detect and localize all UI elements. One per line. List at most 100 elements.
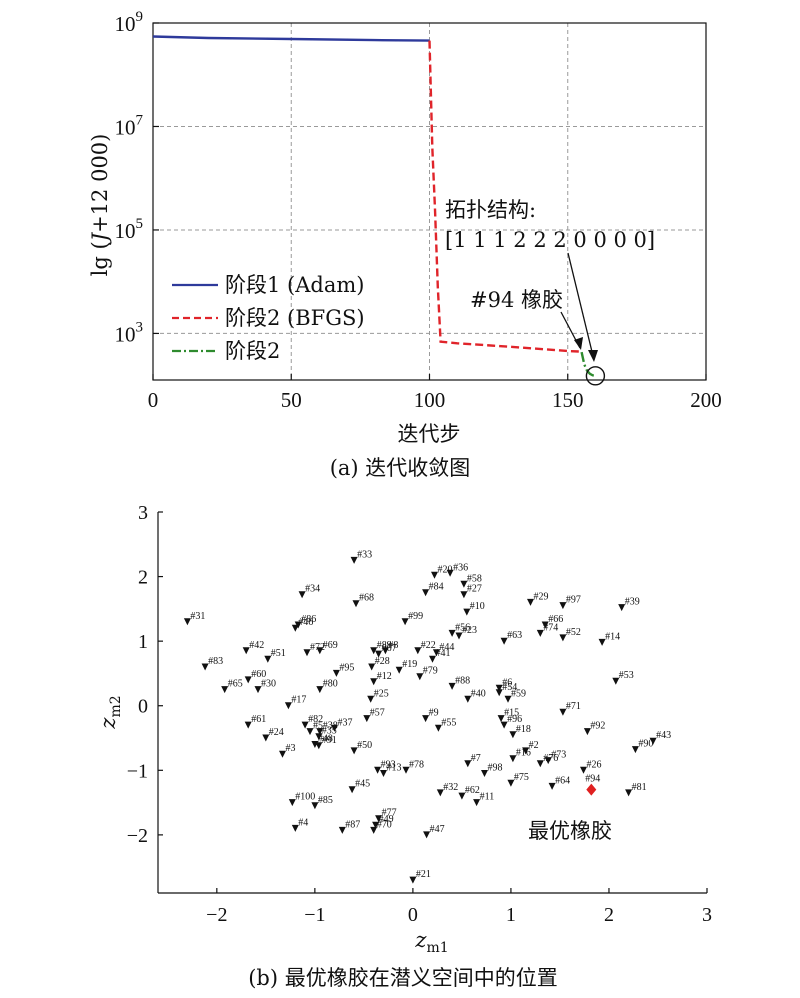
scatter-marker [446, 569, 454, 577]
caption-a: (a) 迭代收敛图 [330, 456, 471, 480]
point-label: #88 [455, 675, 470, 686]
y-tick-label: 103 [115, 319, 144, 346]
legend: 阶段1 (Adam) 阶段2 (BFGS) 阶段2 [172, 273, 365, 363]
point-label: #46 [298, 617, 313, 628]
point-label: #10 [470, 601, 485, 612]
x-tick-label: 200 [690, 388, 722, 412]
scatter-marker [370, 647, 378, 655]
scatter-marker [559, 634, 567, 642]
optimal-point-label: #94 [585, 774, 600, 785]
rubber-label: #94 橡胶 [470, 288, 563, 312]
point-label: #61 [251, 714, 266, 725]
y-tick-label: 3 [138, 502, 148, 524]
point-label: #50 [357, 740, 372, 751]
point-label: #22 [421, 640, 436, 651]
scatter-marker [298, 591, 306, 599]
point-label: #97 [566, 595, 581, 606]
point-label: #3 [286, 743, 296, 754]
point-label: #20 [438, 564, 453, 575]
point-label: #80 [323, 679, 338, 690]
point-label: #69 [323, 640, 338, 651]
scatter-marker [422, 715, 430, 723]
scatter-marker [291, 824, 299, 832]
scatter-marker [500, 721, 508, 729]
x-tick-label: 50 [281, 388, 302, 412]
point-label: #54 [502, 682, 517, 693]
scatter-marker [464, 760, 472, 768]
scatter-marker [372, 821, 380, 829]
x-tick-label: 0 [408, 904, 418, 926]
y-tick-label: −1 [127, 760, 148, 782]
scatter-marker [559, 708, 567, 716]
scatter-marker [315, 733, 323, 741]
scatter-marker [460, 580, 468, 588]
x-tick-label: 0 [148, 388, 159, 412]
point-label: #95 [339, 662, 354, 673]
point-label: #63 [507, 630, 522, 641]
optimal-point-group: #94 [585, 774, 600, 796]
scatter-marker [458, 792, 466, 800]
scatter-marker [544, 757, 552, 765]
scatter-marker [448, 629, 456, 637]
x-axis-ticks: −2 −1 0 1 2 3 [206, 888, 712, 926]
scatter-marker [473, 799, 481, 807]
point-label: #39 [625, 597, 640, 608]
point-label: #73 [551, 750, 566, 761]
point-label: #23 [462, 625, 477, 636]
point-label: #100 [295, 792, 315, 803]
rubber-arrowhead [574, 337, 583, 350]
point-label: #5 [313, 721, 323, 732]
point-label: #93 [381, 759, 396, 770]
scatter-marker [416, 673, 424, 681]
scatter-marker [436, 789, 444, 797]
point-label: #27 [467, 584, 482, 595]
scatter-marker [315, 742, 323, 750]
scatter-marker [414, 647, 422, 655]
scatter-marker [370, 678, 378, 686]
scatter-marker [201, 663, 209, 671]
x-tick-label: 2 [604, 904, 614, 926]
point-label: #31 [190, 611, 205, 622]
scatter-marker [284, 702, 292, 710]
series-line-2 [428, 40, 579, 353]
point-label: #45 [355, 779, 370, 790]
scatter-marker [311, 802, 319, 810]
point-label: #81 [632, 782, 647, 793]
scatter-marker [527, 598, 534, 606]
scatter-marker [242, 647, 250, 655]
scatter-marker [264, 655, 272, 663]
point-label: #77 [382, 808, 397, 819]
x-tick-label: 150 [552, 388, 584, 412]
scatter-marker [380, 770, 387, 777]
scatter-marker [431, 571, 438, 579]
point-label: #28 [375, 656, 390, 667]
scatter-marker [463, 608, 471, 616]
scatter-marker [409, 876, 417, 884]
scatter-marker [291, 624, 299, 632]
point-label: #34 [305, 584, 320, 595]
point-label: #8 [388, 640, 398, 651]
scatter-marker [432, 649, 440, 657]
x-tick-label: 100 [414, 388, 446, 412]
scatter-marker [464, 695, 472, 703]
scatter-marker [395, 666, 403, 674]
point-label: #21 [416, 869, 431, 880]
point-label: #71 [566, 701, 581, 712]
scatter-marker [460, 591, 468, 599]
scatter-marker [221, 686, 229, 694]
point-label: #62 [465, 785, 480, 796]
point-label: #60 [251, 669, 266, 680]
point-label: #89 [377, 640, 392, 651]
scatter-marker [348, 786, 356, 794]
scatter-marker [625, 789, 633, 797]
point-label: #64 [555, 775, 570, 786]
point-label: #29 [534, 591, 549, 602]
scatter-marker [306, 728, 314, 736]
point-label: #47 [430, 824, 445, 835]
x-axis-label: 迭代步 [398, 422, 461, 446]
scatter-marker [183, 618, 191, 626]
point-label: #70 [377, 819, 392, 830]
scatter-marker [497, 715, 505, 723]
topology-vector: [1 1 1 2 2 2 0 0 0 0] [445, 228, 655, 252]
point-label: #74 [543, 622, 558, 633]
